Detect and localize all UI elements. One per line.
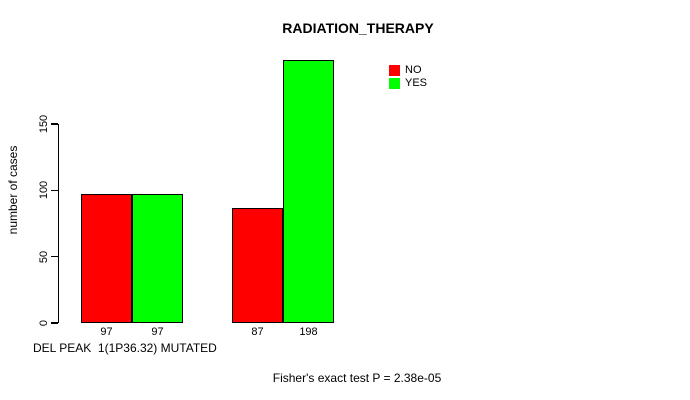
x-axis-title: DEL PEAK 1(1P36.32) MUTATED <box>33 341 217 355</box>
legend-swatch-yes <box>389 78 400 89</box>
bar-value-label: 198 <box>299 326 318 338</box>
y-tick-mark <box>51 123 58 125</box>
y-axis-line <box>57 123 59 323</box>
bar-yes-group2 <box>283 60 334 323</box>
y-tick-label: 0 <box>38 319 50 327</box>
y-tick-label: 50 <box>38 250 50 263</box>
chart-title: RADIATION_THERAPY <box>282 20 434 36</box>
legend-label-yes: YES <box>405 77 428 89</box>
y-tick-mark <box>51 189 58 192</box>
legend-label-no: NO <box>405 64 422 76</box>
legend-swatch-no <box>389 65 400 76</box>
y-tick-mark <box>51 322 58 324</box>
bar-value-label: 97 <box>151 326 164 338</box>
bar-no-group2 <box>232 207 283 323</box>
bar-value-label: 97 <box>100 326 113 338</box>
y-tick-label: 150 <box>38 114 50 134</box>
bar-no-group1 <box>81 194 132 323</box>
y-axis-title: number of cases <box>6 145 20 235</box>
legend-item-yes: YES <box>389 77 427 90</box>
legend: NO YES <box>389 64 427 90</box>
y-tick-label: 100 <box>38 181 50 200</box>
fisher-test-annotation: Fisher's exact test P = 2.38e-05 <box>272 371 442 385</box>
y-tick-mark <box>51 255 58 258</box>
legend-item-no: NO <box>389 64 427 77</box>
bar-value-label: 87 <box>251 326 264 338</box>
bar-yes-group1 <box>132 194 183 323</box>
